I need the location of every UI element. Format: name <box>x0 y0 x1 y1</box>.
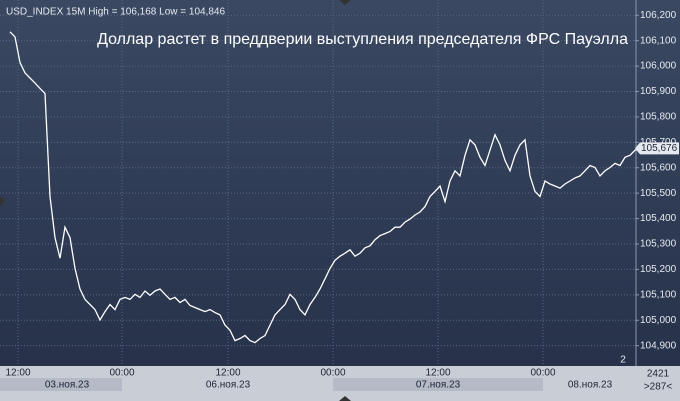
corner-text: 2 <box>620 355 626 366</box>
day-band <box>0 378 122 391</box>
y-tick-label: 105,600 <box>640 162 677 173</box>
corner-text: >287< <box>644 382 673 393</box>
x-tick-label: 00:00 <box>320 368 345 379</box>
date-label: 06.ноя.23 <box>206 380 251 391</box>
chart-title: Доллар растет в преддверии выступления п… <box>97 31 628 48</box>
y-tick-label: 105,300 <box>640 239 677 250</box>
y-tick-label: 105,800 <box>640 112 677 123</box>
price-line <box>9 31 641 344</box>
header: USD_INDEX 15M High = 106,168 Low = 104,8… <box>6 7 225 18</box>
corner-box <box>636 366 680 401</box>
date-label: 08.ноя.23 <box>568 380 613 391</box>
grid <box>0 0 635 366</box>
arrow <box>0 196 5 206</box>
x-tick-label: 12:00 <box>425 368 450 379</box>
arrow <box>339 396 351 401</box>
y-tick-label: 106,200 <box>640 10 677 21</box>
y-tick-label: 105,400 <box>640 213 677 224</box>
y-tick-label: 105,200 <box>640 264 677 275</box>
y-tick-label: 105,900 <box>640 86 677 97</box>
plot-background <box>0 0 680 366</box>
x-tick-label: 12:00 <box>215 368 240 379</box>
date-label: 07.ноя.23 <box>416 380 461 391</box>
date-label: 03.ноя.23 <box>45 380 90 391</box>
last-price-label: 105,676 <box>641 143 678 154</box>
day-band <box>333 378 543 391</box>
arrow <box>339 0 351 5</box>
corner-text: 2421 <box>647 369 670 380</box>
x-tick-label: 00:00 <box>109 368 134 379</box>
x-tick-label: 12:00 <box>5 368 30 379</box>
x-tick-label: 00:00 <box>530 368 555 379</box>
last-price-marker <box>635 142 679 155</box>
y-tick-label: 106,100 <box>640 35 677 46</box>
y-tick-label: 106,000 <box>640 61 677 72</box>
y-tick-label: 105,500 <box>640 188 677 199</box>
marks <box>9 31 641 344</box>
y-tick-label: 104,900 <box>640 340 677 351</box>
y-tick-label: 105,000 <box>640 315 677 326</box>
y-tick-label: 105,100 <box>640 289 677 300</box>
